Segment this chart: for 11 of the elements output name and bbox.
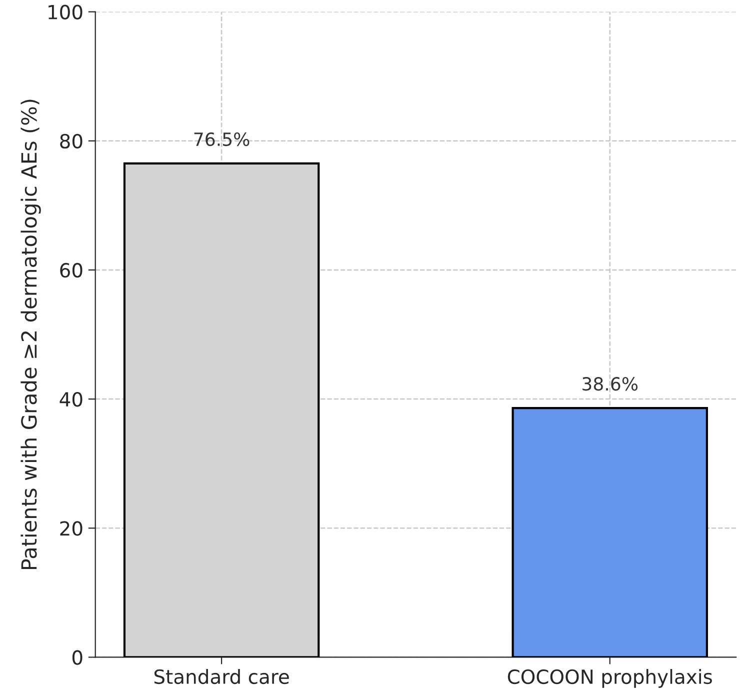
y-tick-label: 80 — [60, 134, 82, 149]
y-tick-label: 20 — [60, 521, 82, 536]
y-tick-label: 40 — [60, 392, 82, 407]
y-tick-label: 60 — [60, 262, 82, 278]
x-tick-label: Standard care — [154, 669, 289, 684]
data-label: 76.5% — [194, 132, 250, 146]
data-label: 38.6% — [582, 377, 638, 391]
y-tick-label: 0 — [72, 650, 82, 665]
y-axis-title: Patients with Grade ≥2 dermatologic AEs (%) — [20, 100, 41, 570]
y-tick-label: 100 — [48, 4, 82, 20]
x-tick-label: COCOON prophylaxis — [508, 669, 712, 688]
